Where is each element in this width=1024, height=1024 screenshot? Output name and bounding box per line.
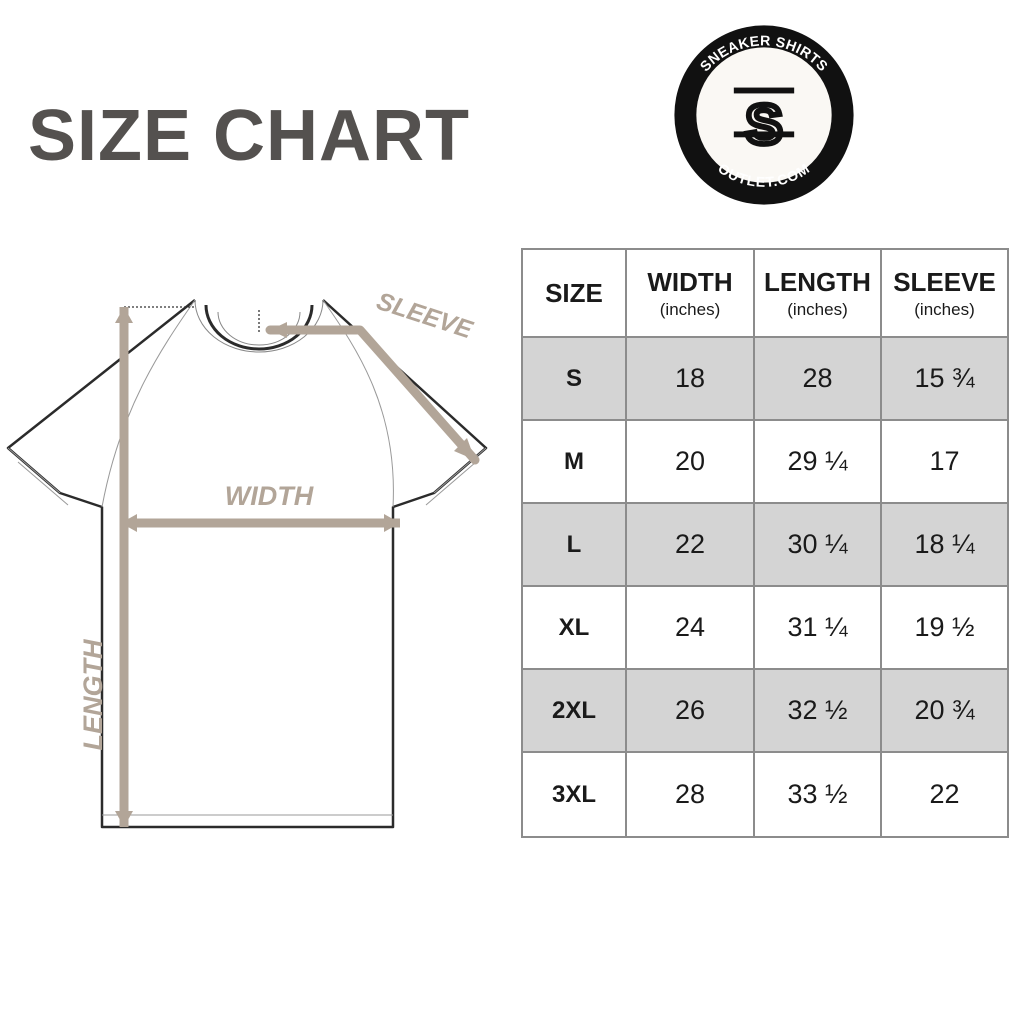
svg-text:S: S bbox=[745, 93, 782, 155]
svg-text:SLEEVE: SLEEVE bbox=[373, 287, 477, 345]
svg-text:WIDTH: WIDTH bbox=[225, 481, 314, 511]
svg-text:LENGTH: LENGTH bbox=[78, 639, 108, 750]
